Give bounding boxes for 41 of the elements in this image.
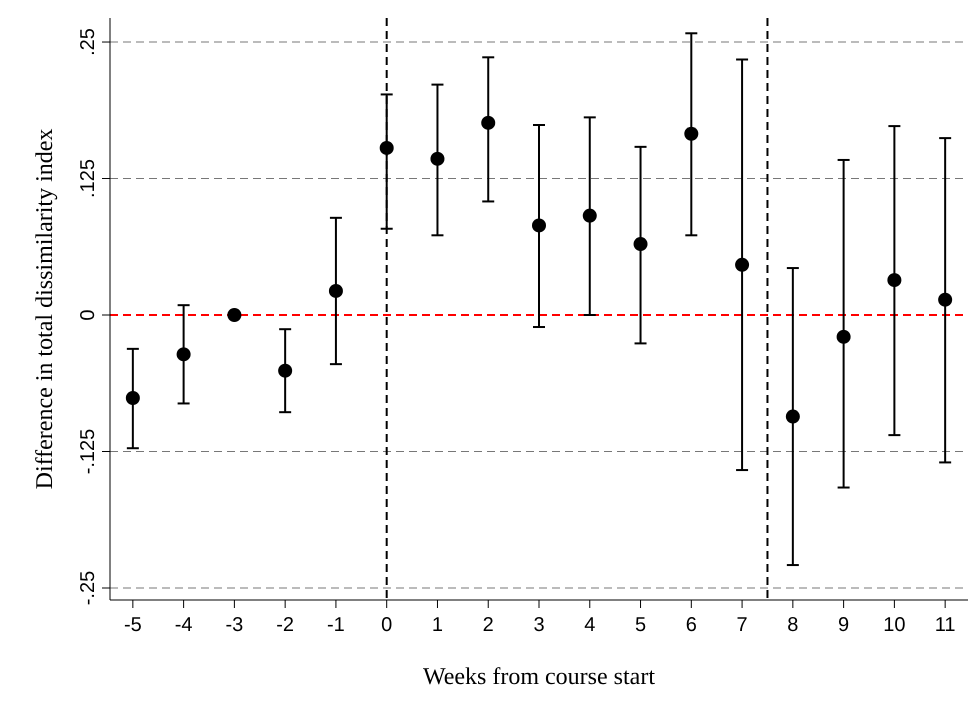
point [430, 152, 444, 166]
point [532, 218, 546, 232]
x-tick-label: 7 [736, 614, 748, 636]
point [176, 347, 191, 362]
x-tick-label: 9 [838, 614, 850, 636]
x-tick-label: 10 [883, 614, 906, 636]
point [684, 126, 698, 141]
point [278, 364, 292, 378]
point [938, 292, 952, 307]
x-tick-label: 3 [533, 614, 545, 636]
point [328, 284, 343, 298]
x-tick-label: 6 [686, 614, 697, 636]
x-tick-label: 0 [381, 614, 392, 636]
x-tick-label: -4 [174, 614, 193, 636]
point [735, 258, 750, 272]
point [380, 140, 394, 155]
x-tick-label: 2 [482, 614, 494, 636]
x-tick-label: -1 [327, 614, 345, 636]
x-tick-label: -2 [276, 614, 294, 636]
x-tick-label: 5 [634, 614, 646, 636]
point [887, 273, 902, 288]
point [786, 410, 800, 424]
point [582, 208, 597, 223]
x-tick-label: -5 [124, 614, 142, 636]
point [227, 308, 242, 322]
y-tick-label: 0 [77, 309, 99, 321]
point [634, 237, 648, 252]
y-axis-title: Difference in total dissimilarity index [32, 128, 58, 490]
point [836, 330, 851, 344]
point [126, 390, 140, 405]
x-tick-label: 4 [584, 614, 596, 636]
x-tick-label: 1 [432, 614, 444, 636]
x-tick-label: 11 [934, 614, 956, 636]
x-tick-label: 8 [787, 614, 798, 636]
x-tick-label: -3 [225, 614, 244, 636]
y-tick-label: -.125 [77, 428, 99, 474]
y-tick-label: .25 [77, 28, 99, 56]
y-tick-label: -.25 [77, 570, 99, 606]
x-axis-title: Weeks from course start [423, 664, 656, 690]
y-tick-label: .125 [77, 159, 99, 198]
point [481, 116, 496, 130]
